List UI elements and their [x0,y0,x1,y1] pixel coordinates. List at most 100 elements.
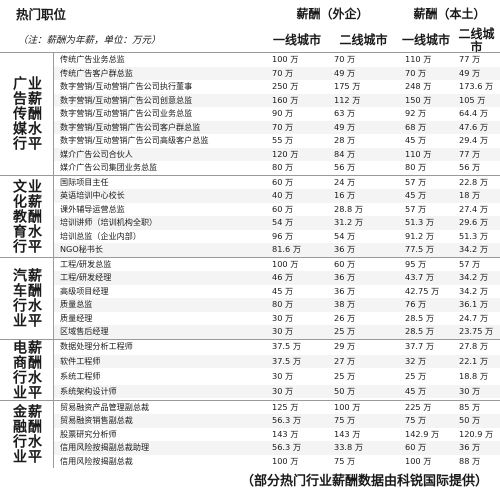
salary-cell: 31.2 万 [328,216,399,230]
salary-cell: 88 万 [459,455,481,466]
header-foreign-tier1: 一线城市 [266,30,328,52]
salary-table: 热门职位 薪酬（外企） 薪酬（本土） （注：薪酬为年薪，单位：万元） 一线城市 … [0,0,500,468]
salary-cell: 120 万 [266,147,328,161]
job-title-cell: 培训总监（企业内部） [60,230,141,241]
salary-cell: 84 万 [328,147,399,161]
header-local-tier1: 一线城市 [399,30,453,52]
salary-cell: 60 万 [266,174,328,190]
job-title-cell: 数据处理分析工程师 [54,338,266,354]
salary-cell: 173.6 万 [459,81,494,91]
job-title-cell: 传统广告客户群总监 [54,66,266,80]
salary-cell: 105 万 [453,93,500,107]
salary-cell: 27.8 万 [453,338,500,354]
job-title-cell: 区域售后经理 [54,325,266,339]
salary-cell: 76 万 [399,298,453,312]
salary-cell: 33.8 万 [328,441,399,455]
salary-cell: 70 万 [328,52,399,67]
job-title-cell: 数字营销/互动营销广告公司执行董事 [60,81,193,91]
salary-cell: 250 万 [272,81,299,91]
job-title-cell: 质量总监 [54,298,266,312]
salary-cell: 92 万 [405,108,427,118]
salary-cell: 30 万 [272,370,294,381]
salary-cell: 27 万 [328,354,399,368]
salary-cell: 34.2 万 [453,243,500,257]
job-title-cell: 信用风险按揭副总裁 [60,455,133,466]
salary-cell: 143 万 [272,428,299,439]
salary-cell: 95 万 [399,256,453,272]
section-label-column: 文化教育行 [11,178,27,254]
salary-cell: 37.7 万 [399,338,453,354]
salary-cell: 64.4 万 [459,108,489,118]
salary-cell: 56 万 [334,162,356,172]
section-label-column: 业薪酬水平 [26,178,42,254]
salary-cell: 110 万 [399,147,453,161]
header-pay-local: 薪酬（本土） [399,0,500,30]
salary-cell: 75 万 [334,455,356,466]
salary-cell: 28.5 万 [399,325,453,339]
salary-cell: 54 万 [334,230,356,241]
salary-cell: 91.2 万 [405,230,435,241]
salary-cell: 43.7 万 [399,271,453,285]
salary-cell: 100 万 [272,455,299,466]
salary-cell: 42.75 万 [405,285,440,296]
salary-cell: 125 万 [266,399,328,415]
salary-cell: 100 万 [266,256,328,272]
salary-cell: 30 万 [453,384,500,398]
salary-cell: 100 万 [405,455,432,466]
salary-cell: 22.8 万 [453,174,500,190]
section-label-column: 业薪酬水平 [26,76,42,152]
salary-cell: 143 万 [334,428,361,439]
salary-cell: 25 万 [334,370,356,381]
salary-cell: 60 万 [272,203,294,214]
job-title-cell: 质量经理 [60,312,93,323]
salary-cell: 51.3 万 [399,216,453,230]
salary-cell: 80 万 [272,162,294,172]
salary-cell: 90 万 [272,108,294,118]
header-local-tier2: 二线城市 [453,27,500,54]
salary-cell: 26 万 [334,312,356,323]
salary-cell: 40 万 [266,189,328,203]
section-label: 金融行业 薪酬水平 [0,399,54,468]
salary-cell: 80 万 [266,298,328,312]
salary-cell: 45 万 [405,135,427,145]
salary-cell: 85 万 [453,399,500,415]
job-title-cell: 信用风险按揭副总裁助理 [54,441,266,455]
salary-cell: 110 万 [399,52,453,67]
section-label-column: 汽车行业 [11,268,27,328]
salary-cell: 23.75 万 [453,325,500,339]
job-title-cell: 软件工程师 [54,354,266,368]
salary-cell: 50 万 [328,384,399,398]
job-title-cell: 国际项目主任 [54,174,266,190]
salary-cell: 36 万 [328,271,399,285]
job-title-cell: 传统广告业务总监 [54,52,266,67]
salary-cell: 77.5 万 [399,243,453,257]
section-label: 电商行业 薪酬水平 [0,338,54,400]
job-title-cell: 数字营销/互动营销广告公司业务总监 [60,108,193,118]
section-label-column: 薪酬水平 [26,339,42,400]
job-title-cell: 课外辅导运营总监 [60,203,125,214]
footer-note: （部分热门行业薪酬数据由科锐国际提供） [240,474,488,489]
job-title-cell: 系统工程师 [60,370,101,381]
salary-cell: 36 万 [453,441,500,455]
salary-cell: 38 万 [328,298,399,312]
job-title-cell: 系统架构设计师 [54,384,266,398]
salary-cell: 28.8 万 [334,203,364,214]
job-title-cell: 媒介广告公司合伙人 [54,147,266,161]
section-label: 汽车行业 薪酬水平 [0,256,54,339]
salary-cell: 45 万 [399,189,453,203]
salary-cell: 28 万 [334,135,356,145]
salary-cell: 175 万 [334,81,361,91]
salary-cell: 81.6 万 [266,243,328,257]
job-title-cell: 数字营销/互动营销广告公司创意总监 [54,93,266,107]
salary-cell: 57 万 [405,203,427,214]
section-label-column: 金融行业 [11,404,27,465]
salary-cell: 34.2 万 [453,271,500,285]
salary-cell: 45 万 [272,285,294,296]
salary-cell: 24 万 [328,174,399,190]
salary-cell: 34.2 万 [459,285,489,296]
salary-cell: 75 万 [399,414,453,428]
salary-cell: 112 万 [328,93,399,107]
salary-cell: 70 万 [266,120,328,134]
salary-cell: 80 万 [405,162,427,172]
